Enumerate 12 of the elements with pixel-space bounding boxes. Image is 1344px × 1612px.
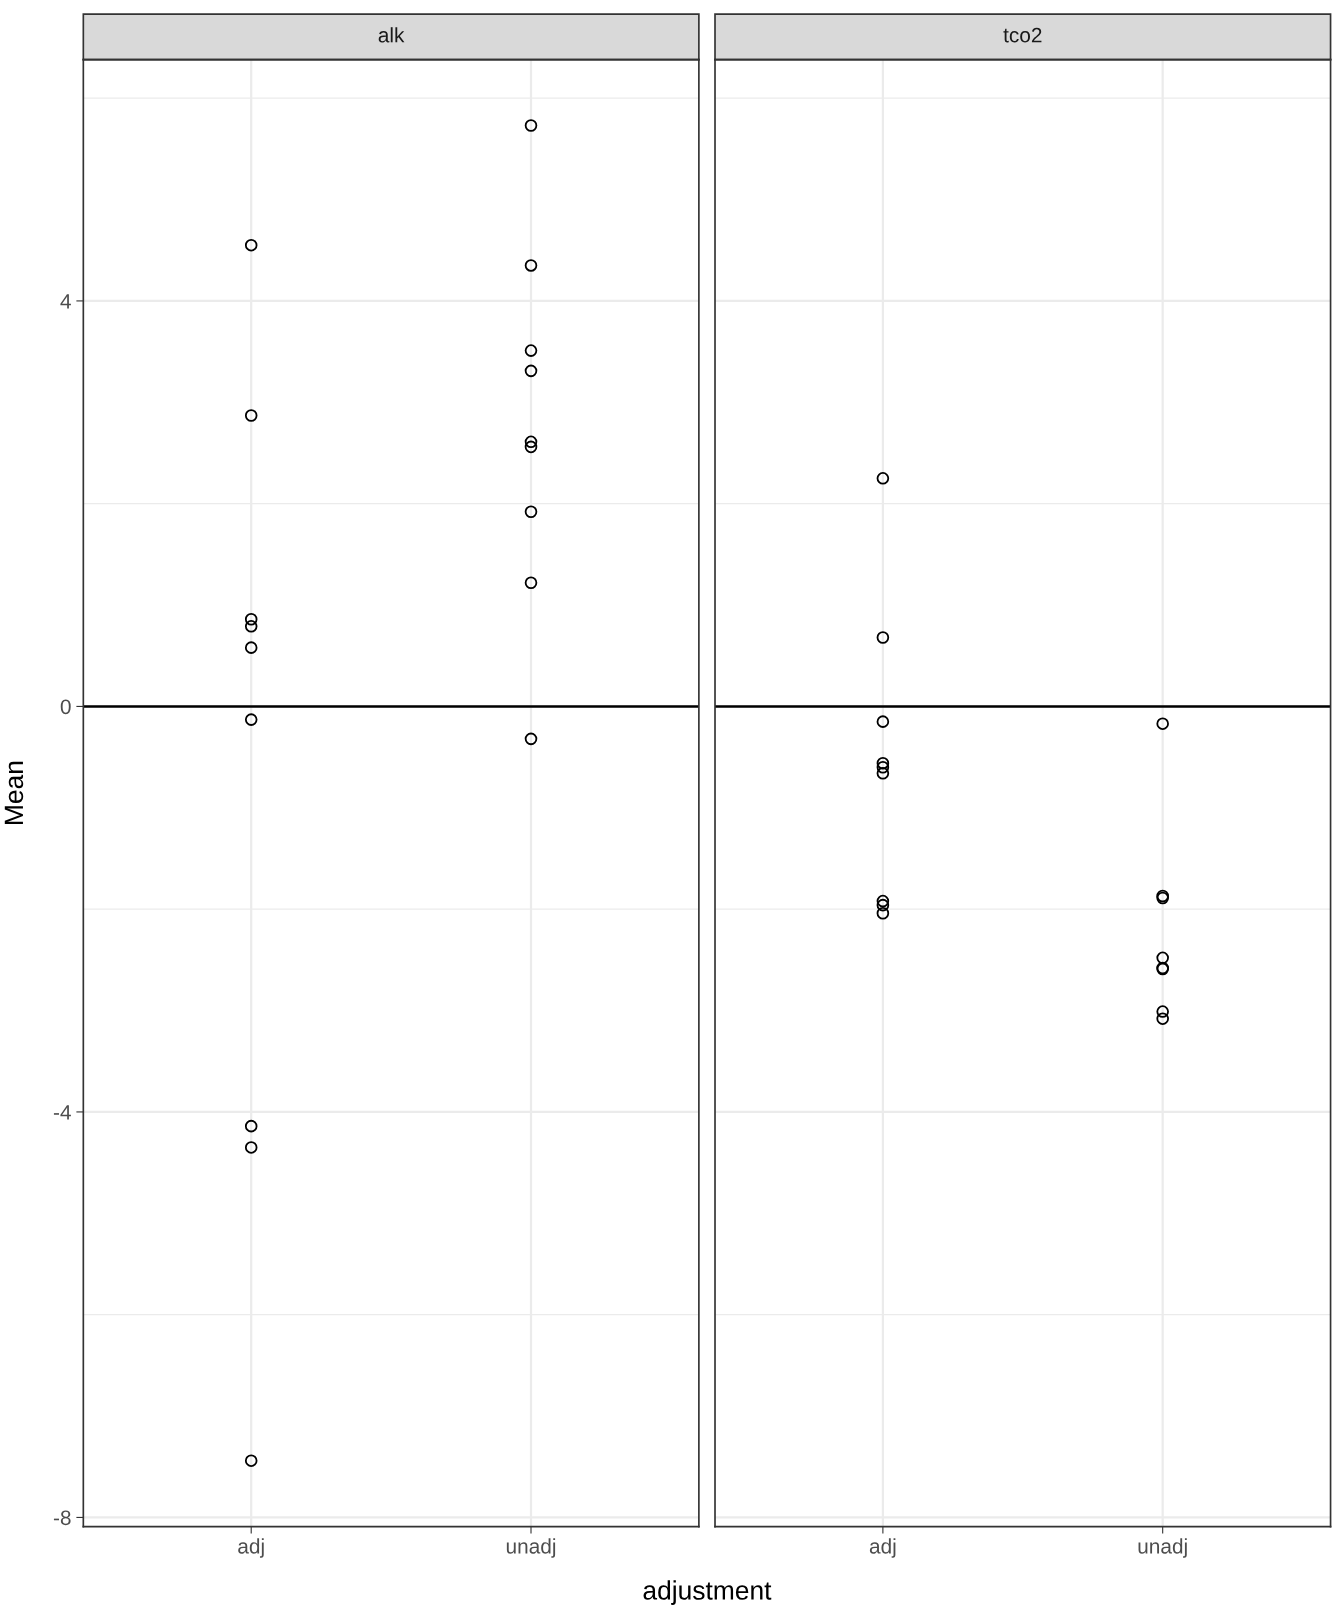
y-axis-title: Mean (4, 761, 24, 824)
x-tick-label: unadj (506, 1538, 556, 1558)
y-tick-label: 0 (60, 699, 71, 715)
x-tick-label: adj (238, 1538, 264, 1558)
x-tick-label: adj (869, 1538, 896, 1558)
y-tick-label: -8 (53, 1510, 71, 1526)
chart-title: tco2 (1003, 27, 1042, 43)
y-tick-label: -4 (53, 1105, 71, 1120)
chart-title: alk (378, 27, 405, 43)
x-axis-title: adjustment (643, 1580, 772, 1605)
y-tick-label: 4 (60, 294, 71, 309)
x-tick-label: unadj (1138, 1538, 1187, 1558)
